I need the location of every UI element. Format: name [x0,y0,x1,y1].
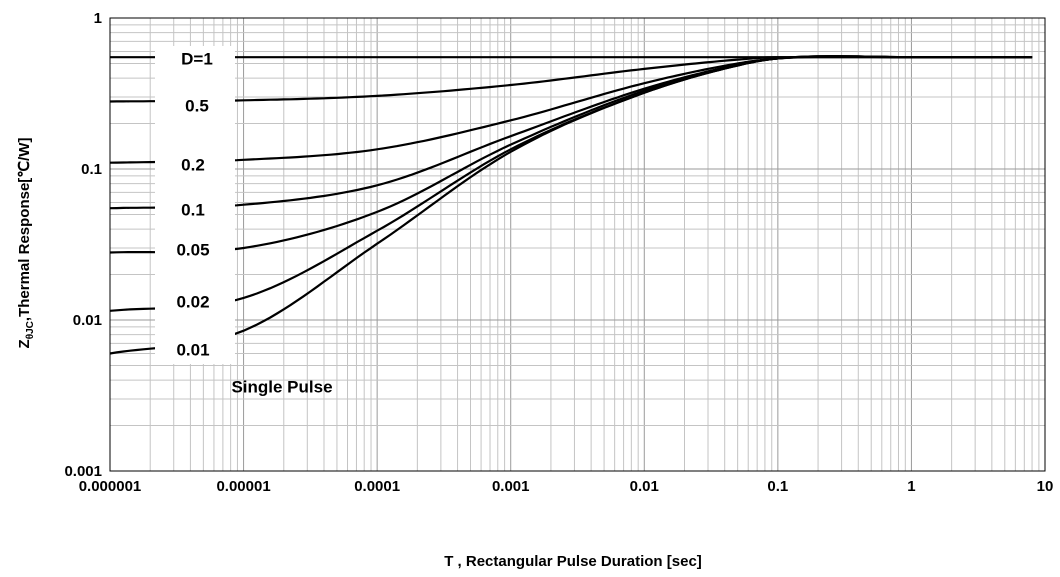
x-tick-label: 0.001 [492,478,530,495]
y-axis-title-main: Z [16,339,33,348]
x-tick-labels: 0.000001 0.00001 0.0001 0.001 0.01 0.1 1 10 [79,478,1054,495]
curve-label: D=1 [181,49,213,68]
x-tick-label: 0.000001 [79,478,142,495]
y-tick-label: 1 [94,10,102,27]
y-axis-title-rest: ,Thermal Response[℃/W] [16,138,33,322]
curve-labels: D=1 0.5 0.2 0.1 0.05 0.02 0.01 Single Pulse [155,46,333,396]
curve-label-background [155,46,235,364]
curve-label: 0.01 [176,340,209,359]
x-tick-label: 0.1 [767,478,788,495]
curve-label: 0.05 [176,240,209,259]
curve-0-1 [109,55,1033,210]
y-tick-label: 0.1 [81,161,102,178]
grid [109,18,1045,472]
curve-label: 0.2 [181,155,205,174]
x-tick-label: 0.00001 [216,478,270,495]
curve-0-05 [109,55,1033,254]
curves [109,55,1033,355]
curve-0-2 [109,55,1033,164]
plot-frame [109,17,1046,472]
y-axis-title-sub: θJC [25,321,36,339]
y-tick-labels: 0.001 0.01 0.1 1 [64,10,102,480]
x-tick-label: 10 [1037,478,1054,495]
x-tick-label: 0.01 [630,478,659,495]
curve-0-01 [109,55,1033,355]
curve-label: Single Pulse [231,377,332,396]
x-tick-label: 1 [907,478,915,495]
y-tick-label: 0.001 [64,463,102,480]
curve-label: 0.1 [181,200,205,219]
curve-label: 0.02 [176,292,209,311]
y-axis-title: ZθJC,Thermal Response[℃/W] [16,138,36,349]
curve-label: 0.5 [185,96,209,115]
x-axis-title: T , Rectangular Pulse Duration [sec] [444,553,702,570]
x-tick-label: 0.0001 [354,478,400,495]
y-tick-label: 0.01 [73,312,102,329]
